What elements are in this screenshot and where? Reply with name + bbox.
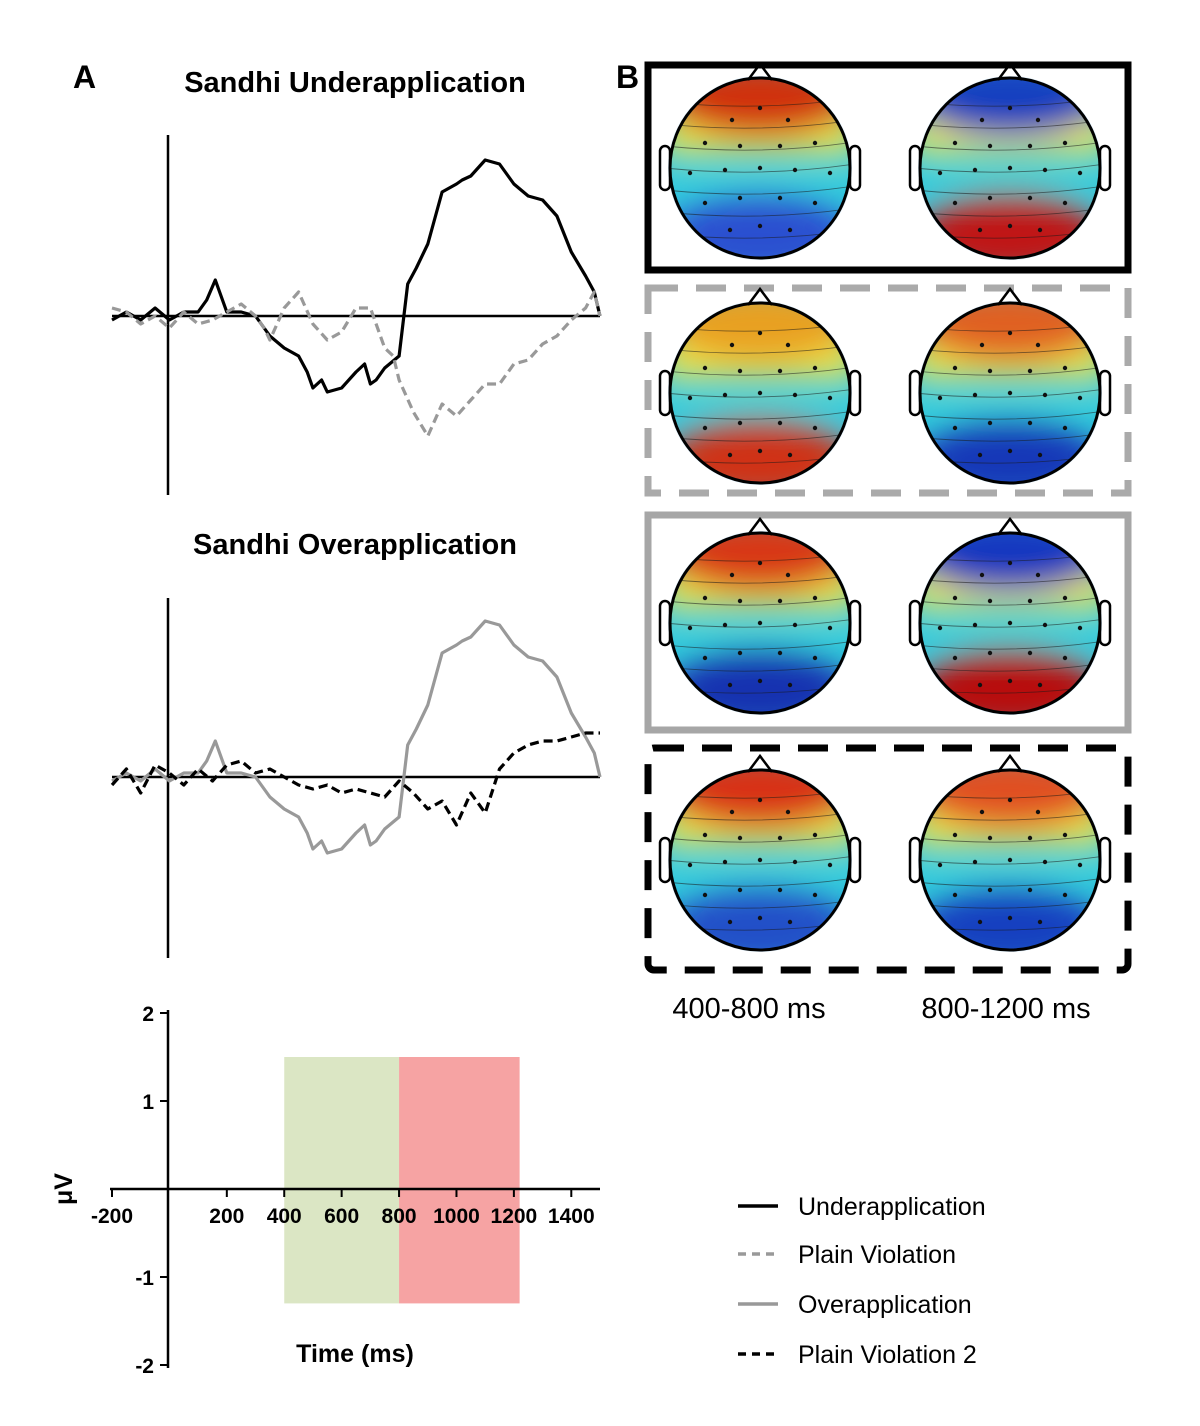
y-tick-label: 2 (142, 1003, 154, 1026)
bottom-plot-title: Sandhi Overapplication (193, 529, 517, 561)
topomap-1-late (908, 61, 1112, 260)
x-tick-label: 200 (209, 1205, 244, 1228)
legend-label: Plain Violation (798, 1241, 956, 1269)
topomap-3-late (908, 516, 1112, 715)
x-tick-label: 800 (382, 1205, 417, 1228)
time-window-early (284, 1057, 400, 1304)
frame-plain-violation (644, 284, 1132, 497)
top-waveform-plot (111, 135, 602, 495)
frame-overapplication (644, 511, 1132, 734)
topomaps (658, 61, 1112, 952)
x-tick-label: 1400 (548, 1205, 595, 1228)
legend: Underapplication Plain Violation Overappli… (738, 1193, 986, 1369)
top-series-plain-violation (111, 290, 602, 438)
scale-axes: -200 200 400 600 800 1000 1200 1400 2 1 -1 -2 Time … (50, 1003, 600, 1378)
scale-x-axis-label: Time (ms) (296, 1340, 414, 1368)
topomap-3-early (658, 516, 862, 715)
bottom-series-plain-violation-2 (110, 731, 600, 827)
topomap-4-late (908, 753, 1112, 952)
bottom-series-overapplication (111, 619, 602, 855)
topomap-1-early (658, 61, 862, 260)
window-label-early: 400-800 ms (672, 993, 825, 1025)
topomap-frames (644, 61, 1132, 974)
y-tick-label: 1 (142, 1091, 154, 1114)
x-tick-label: 400 (267, 1205, 302, 1228)
scale-y-axis-label: μV (50, 1173, 78, 1205)
x-tick-label: 1200 (491, 1205, 538, 1228)
legend-label: Overapplication (798, 1291, 972, 1319)
topomap-4-early (658, 753, 862, 952)
top-series-underapplication (111, 158, 602, 394)
x-tick-label: -200 (91, 1205, 133, 1228)
legend-label: Underapplication (798, 1193, 986, 1221)
panel-b-label: B (616, 59, 639, 95)
top-plot-title: Sandhi Underapplication (184, 67, 526, 99)
window-label-late: 800-1200 ms (921, 993, 1090, 1025)
frame-underapplication (644, 61, 1132, 274)
topomap-2-late (908, 286, 1112, 485)
time-window-late (399, 1057, 520, 1304)
frame-plain-violation-2 (644, 744, 1132, 974)
topomap-2-early (658, 286, 862, 485)
y-tick-label: -1 (135, 1267, 154, 1290)
y-tick-label: -2 (135, 1355, 154, 1378)
bottom-waveform-plot (110, 598, 602, 958)
panel-a-label: A (73, 59, 96, 95)
x-tick-label: 1000 (433, 1205, 480, 1228)
x-tick-label: 600 (324, 1205, 359, 1228)
legend-label: Plain Violation 2 (798, 1341, 977, 1369)
